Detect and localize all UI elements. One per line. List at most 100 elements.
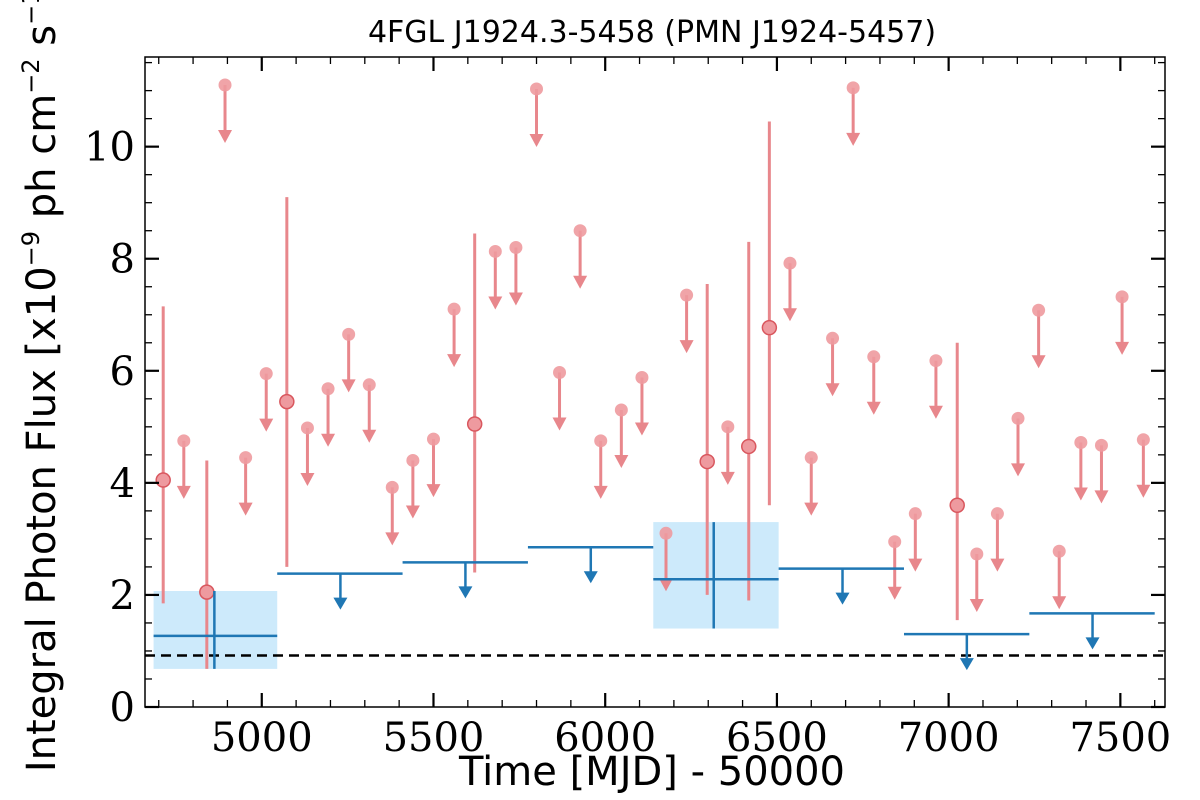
- fine-upper-limit-arrowhead: [321, 433, 336, 447]
- fine-upper-limit-point: [488, 244, 502, 258]
- fine-upper-limit-point: [447, 302, 461, 316]
- fine-upper-limit-arrowhead: [782, 308, 797, 322]
- fine-upper-limit-arrowhead: [679, 340, 694, 354]
- fine-upper-limit-point: [1074, 436, 1088, 450]
- fine-upper-limit-arrowhead: [1136, 484, 1151, 498]
- fine-upper-limit-arrowhead: [908, 558, 923, 572]
- fine-detection-point: [761, 319, 778, 336]
- fine-upper-limit-point: [406, 453, 420, 467]
- y-axis-title-main: Integral Photon Flux [x10: [19, 266, 65, 772]
- fine-upper-limit-arrowhead: [508, 292, 523, 306]
- fine-detection-point: [199, 584, 215, 600]
- fine-upper-limit-arrowhead: [846, 132, 861, 146]
- fine-upper-limit-arrowhead: [362, 429, 377, 443]
- fine-upper-limit-point: [1052, 544, 1066, 558]
- fine-upper-limit-arrowhead: [990, 558, 1005, 572]
- fine-upper-limit-arrowhead: [176, 485, 191, 499]
- fine-detection-point: [949, 497, 965, 514]
- fine-upper-limit-arrowhead: [488, 296, 503, 310]
- fine-upper-limit-point: [426, 432, 440, 446]
- coarse-bin-layer: [153, 522, 1155, 671]
- y-axis-title-exponent: −9: [17, 231, 45, 266]
- fine-upper-limit-arrowhead: [552, 417, 567, 431]
- coarse-upper-limit-arrowhead: [959, 658, 974, 671]
- x-tick-label: 6500: [726, 715, 828, 761]
- fine-upper-limit-point: [530, 82, 544, 96]
- fine-upper-limit-point: [614, 403, 628, 417]
- x-tick-label: 6000: [554, 715, 656, 761]
- fine-upper-limit-point: [804, 451, 818, 465]
- fine-upper-limit-point: [1136, 433, 1150, 447]
- fine-upper-limit-arrowhead: [866, 401, 881, 415]
- fine-upper-limit-arrowhead: [447, 354, 462, 368]
- fine-upper-limit-point: [1011, 411, 1025, 425]
- y-axis-title-tail: s: [19, 25, 65, 59]
- coarse-upper-limit-arrowhead: [333, 597, 348, 610]
- fine-upper-limit-point: [177, 434, 191, 448]
- y-tick-label: 10: [84, 125, 135, 171]
- x-tick-label: 5500: [383, 715, 485, 761]
- fine-upper-limit-point: [385, 480, 399, 494]
- y-tick-label: 8: [110, 237, 135, 283]
- fine-upper-limit-point: [990, 507, 1004, 521]
- x-tick-label: 7000: [898, 715, 1000, 761]
- coarse-upper-limit-arrowhead: [1085, 637, 1100, 650]
- fine-upper-limit-point: [888, 535, 902, 549]
- fine-upper-limit-point: [846, 81, 860, 95]
- fine-bin-layer: [155, 78, 1151, 669]
- fine-upper-limit-arrowhead: [259, 418, 274, 432]
- fine-upper-limit-point: [573, 224, 587, 238]
- fine-upper-limit-point: [218, 78, 232, 92]
- fine-upper-limit-point: [1032, 303, 1046, 317]
- fine-upper-limit-point: [867, 350, 881, 364]
- fine-upper-limit-arrowhead: [1115, 341, 1130, 355]
- fine-upper-limit-arrowhead: [634, 422, 649, 436]
- fine-upper-limit-arrowhead: [1052, 596, 1067, 610]
- fine-upper-limit-point: [908, 507, 922, 521]
- fine-upper-limit-arrowhead: [529, 133, 544, 147]
- fine-upper-limit-point: [342, 327, 356, 341]
- fine-upper-limit-point: [553, 365, 567, 379]
- fine-upper-limit-arrowhead: [300, 472, 315, 486]
- fine-upper-limit-arrowhead: [385, 532, 400, 546]
- y-tick-label: 6: [110, 349, 135, 395]
- y-axis-title: Integral Photon Flux [x10−9 ph cm−2 s−1]: [17, 0, 65, 772]
- fine-detection-point: [741, 438, 757, 455]
- fine-upper-limit-point: [509, 241, 523, 255]
- fine-upper-limit-arrowhead: [341, 379, 356, 393]
- y-tick-label: 0: [110, 685, 135, 731]
- fine-upper-limit-point: [680, 288, 694, 302]
- fine-upper-limit-arrowhead: [1031, 355, 1046, 369]
- plot-frame: [144, 56, 1166, 708]
- fine-detection-point: [279, 393, 295, 410]
- fine-upper-limit-arrowhead: [573, 275, 588, 289]
- fine-upper-limit-arrowhead: [238, 502, 253, 516]
- x-tick-label: 7500: [1069, 715, 1171, 761]
- fine-upper-limit-arrowhead: [1094, 490, 1109, 504]
- axes-layer: 5000 5500 6000 6500 7000 7500 0 2 4 6 8 10: [84, 56, 1171, 761]
- fine-upper-limit-arrowhead: [658, 578, 673, 592]
- fine-upper-limit-arrowhead: [887, 586, 902, 600]
- y-tick-label: 2: [110, 573, 135, 619]
- fine-upper-limit-arrowhead: [969, 599, 984, 613]
- fine-upper-limit-arrowhead: [825, 383, 840, 397]
- chart-title: 4FGL J1924.3-5458 (PMN J1924-5457): [368, 15, 936, 50]
- x-tick-label: 5000: [211, 715, 313, 761]
- fine-upper-limit-arrowhead: [720, 471, 735, 485]
- fine-upper-limit-arrowhead: [1073, 487, 1088, 501]
- fine-upper-limit-point: [239, 451, 253, 465]
- y-tick-label: 4: [110, 461, 135, 507]
- fine-upper-limit-arrowhead: [218, 130, 233, 144]
- x-axis-title: Time [MJD] - 50000: [458, 749, 845, 795]
- fine-upper-limit-point: [300, 421, 314, 435]
- y-axis-title-exponent2: −2: [17, 58, 45, 93]
- coarse-detection-box: [653, 522, 779, 629]
- fine-upper-limit-point: [1115, 290, 1129, 304]
- fine-upper-limit-point: [826, 331, 840, 345]
- fine-upper-limit-arrowhead: [614, 455, 629, 469]
- fine-upper-limit-point: [321, 382, 335, 396]
- fine-upper-limit-arrowhead: [426, 484, 441, 498]
- fine-upper-limit-point: [594, 434, 608, 448]
- fine-upper-limit-point: [362, 378, 376, 392]
